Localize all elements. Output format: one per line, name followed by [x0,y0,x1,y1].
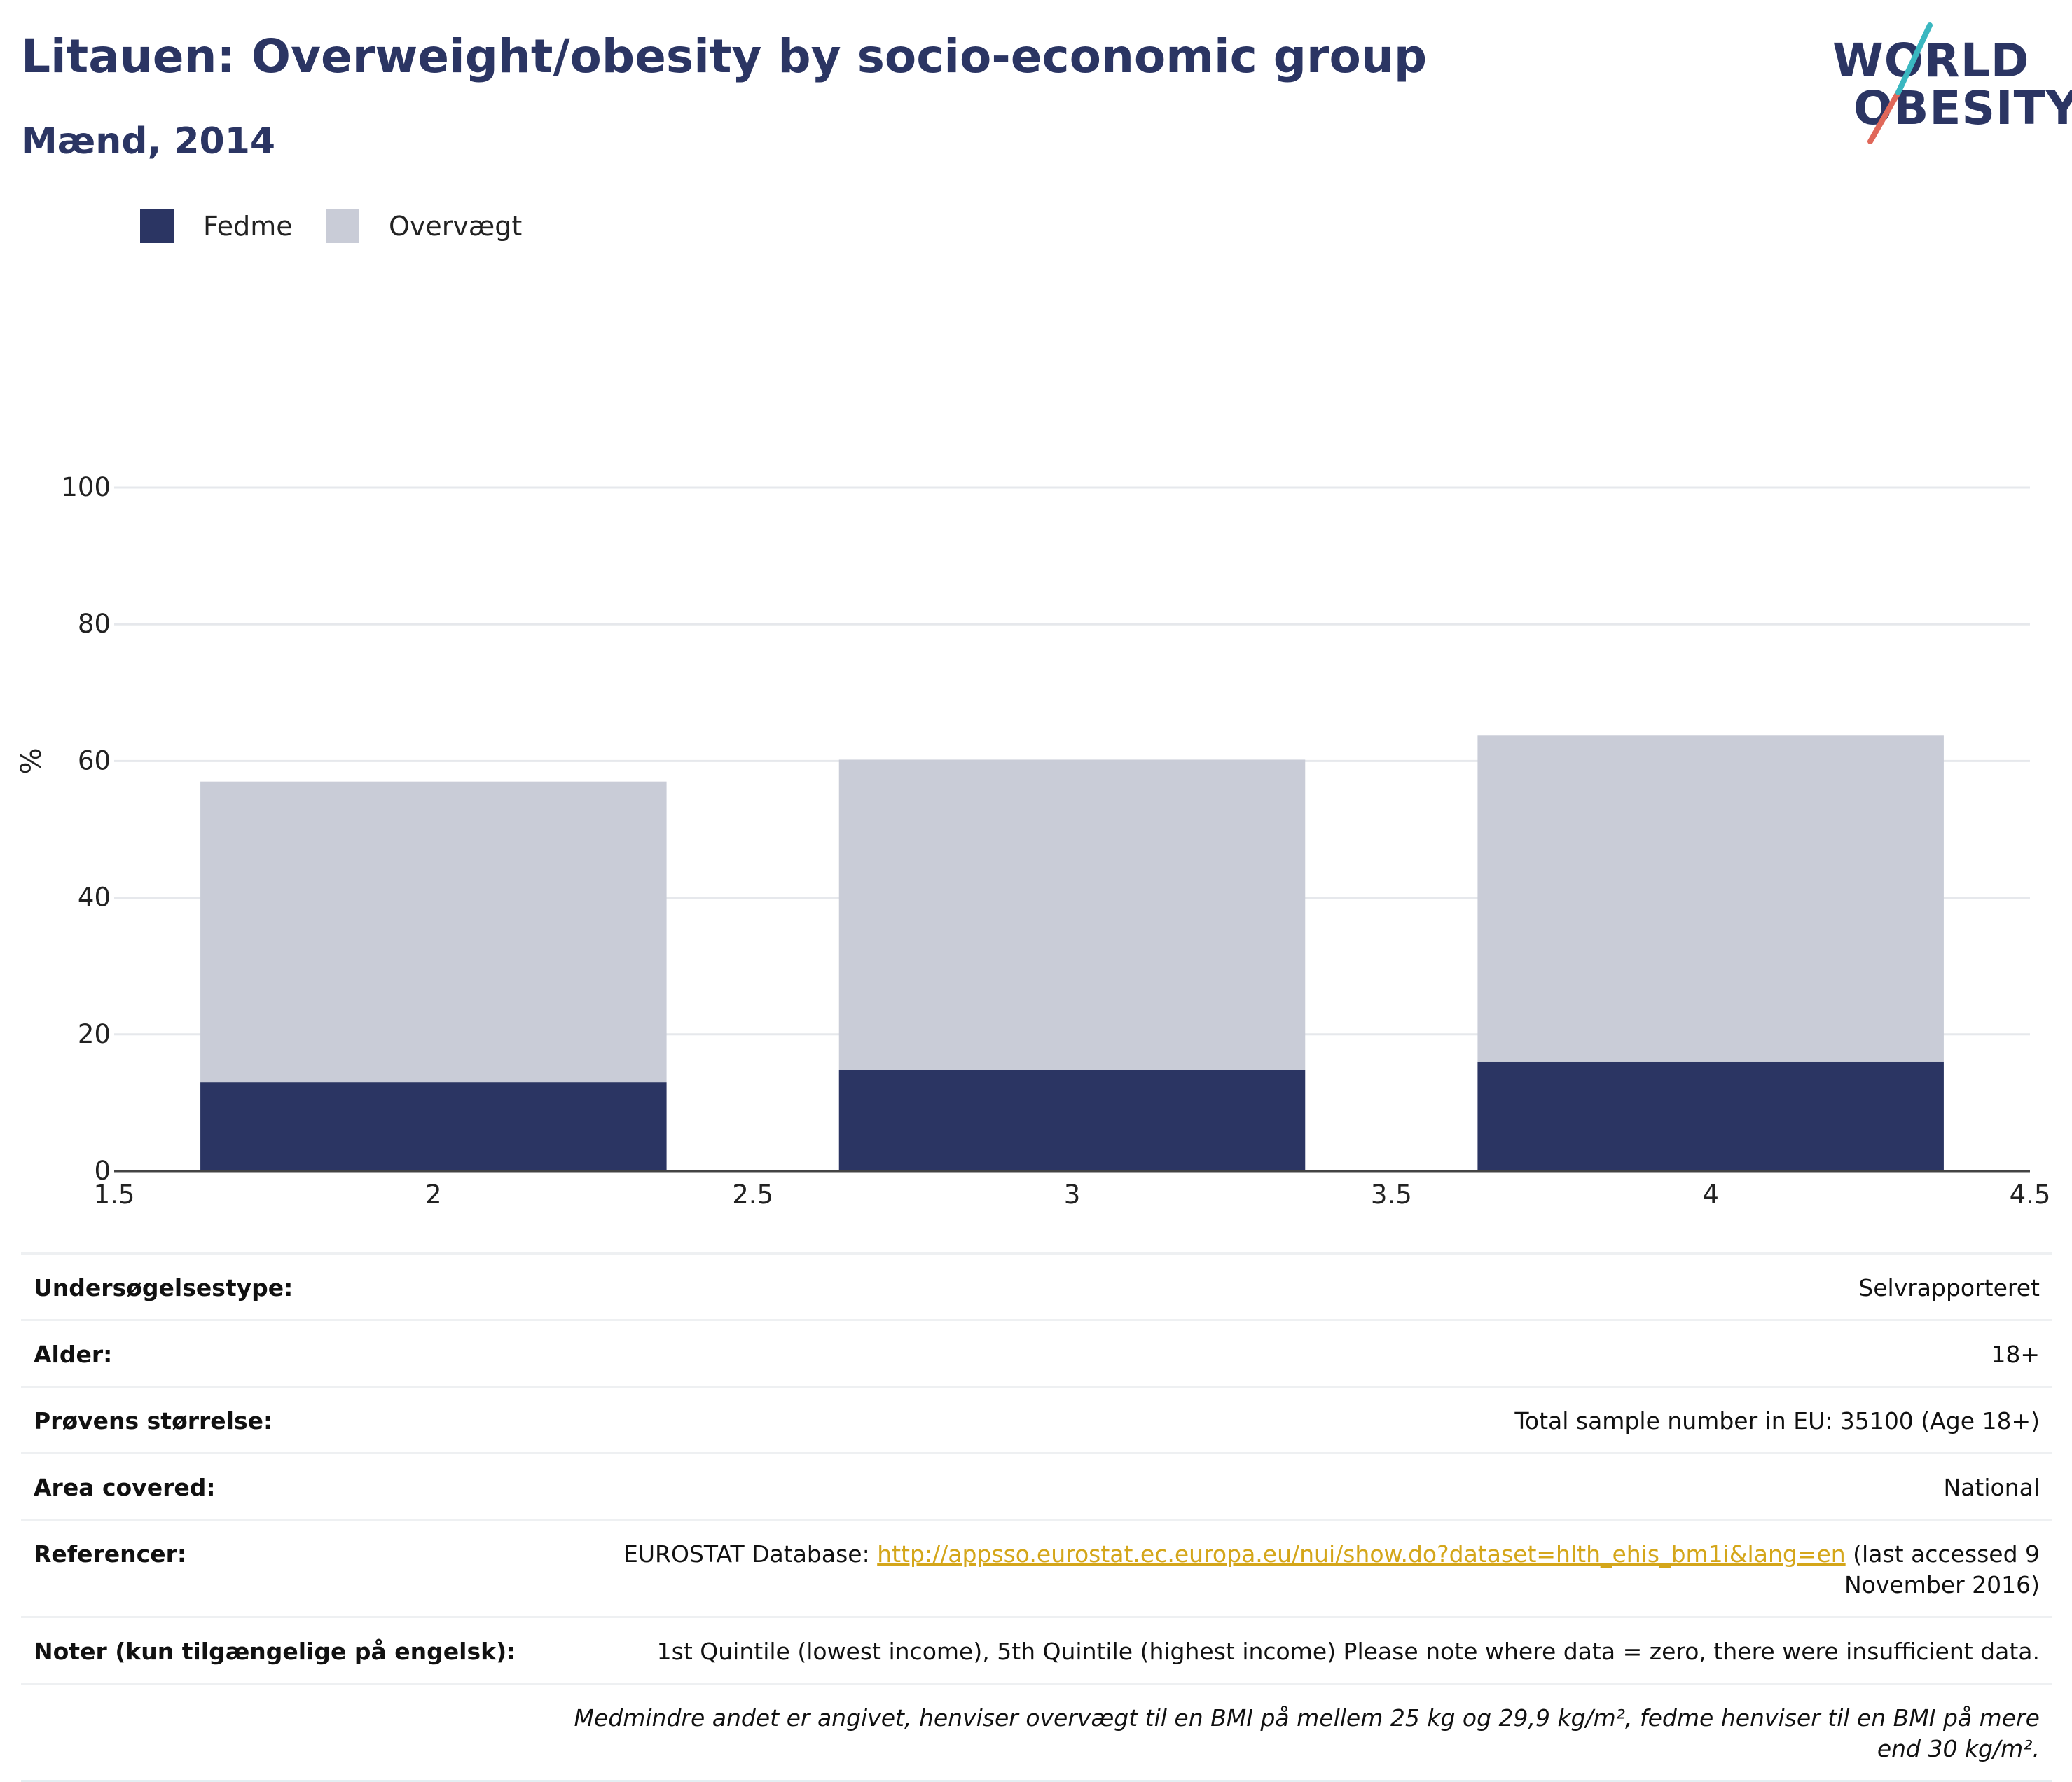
legend-item-overvaegt[interactable]: Overvægt [326,208,522,244]
y-tick-label: 20 [78,1019,111,1049]
info-value: EUROSTAT Database: http://appsso.eurosta… [527,1539,2040,1601]
y-tick-label: 100 [61,472,111,502]
x-tick-label: 1.5 [94,1180,135,1210]
info-row-survey-type: Undersøgelsestype: Selvrapporteret [21,1252,2052,1319]
survey-info-table: Undersøgelsestype: Selvrapporteret Alder… [21,1252,2052,1782]
info-row-references: Referencer: EUROSTAT Database: http://ap… [21,1519,2052,1616]
info-row-area-covered: Area covered: National [21,1452,2052,1519]
info-value: 1st Quintile (lowest income), 5th Quinti… [656,1638,2040,1665]
y-tick-label: 80 [78,609,111,639]
legend-label-overvaegt: Overvægt [389,211,523,242]
legend-item-fedme[interactable]: Fedme [140,208,293,244]
bar-chart: 0 20 40 60 80 100 1.5 2 2.5 3 3.5 4 4.5% [15,472,2051,1210]
info-row-sample-size: Prøvens størrelse: Total sample number i… [21,1386,2052,1452]
x-tick-label: 4.5 [2010,1180,2051,1210]
x-tick-label: 3.5 [1371,1180,1412,1210]
footnote-text: Medmindre andet er angivet, henviser ove… [574,1704,2040,1762]
info-label: Undersøgelsestype: [34,1274,293,1301]
info-value: Selvrapporteret [1858,1274,2040,1301]
bar-overvgt-3 [838,759,1306,1070]
page-title: Litauen: Overweight/obesity by socio-eco… [21,29,1428,83]
reference-suffix: (last accessed 9 November 2016) [1844,1540,2040,1598]
logo-line-1: WORLD [1832,34,2030,88]
bar-fedme-2 [200,1082,667,1171]
info-row-age: Alder: 18+ [21,1319,2052,1386]
y-tick-label: 60 [78,745,111,775]
bar-fedme-3 [838,1070,1306,1171]
y-axis-label: % [15,747,48,774]
x-tick-label: 2 [425,1180,442,1210]
legend-label-fedme: Fedme [203,211,293,242]
reference-prefix: EUROSTAT Database: [623,1540,878,1568]
legend-swatch-fedme [140,209,174,243]
world-obesity-logo: WORLD OBESITY [1828,21,2072,147]
bar-overvgt-4 [1477,735,1944,1062]
bar-overvgt-2 [200,781,667,1083]
logo-slash-icon [1867,22,1933,144]
info-label: Noter (kun tilgængelige på engelsk): [34,1638,516,1665]
x-tick-label: 2.5 [732,1180,773,1210]
reference-link[interactable]: http://appsso.eurostat.ec.europa.eu/nui/… [877,1540,1846,1568]
info-row-notes: Noter (kun tilgængelige på engelsk): 1st… [21,1616,2052,1683]
bar-fedme-4 [1477,1061,1944,1171]
info-label: Referencer: [34,1540,187,1568]
info-label: Area covered: [34,1474,216,1501]
y-tick-label: 0 [94,1156,111,1186]
info-label: Alder: [34,1341,113,1368]
page-subtitle: Mænd, 2014 [21,120,276,163]
info-value: National [1943,1474,2040,1501]
x-tick-label: 4 [1702,1180,1719,1210]
info-value: 18+ [1991,1341,2040,1368]
info-footnote: Medmindre andet er angivet, henviser ove… [21,1683,2052,1782]
legend-swatch-overvaegt [326,209,359,243]
x-tick-label: 3 [1064,1180,1081,1210]
info-label: Prøvens størrelse: [34,1407,273,1435]
y-tick-label: 40 [78,883,111,913]
info-value: Total sample number in EU: 35100 (Age 18… [1514,1407,2040,1435]
